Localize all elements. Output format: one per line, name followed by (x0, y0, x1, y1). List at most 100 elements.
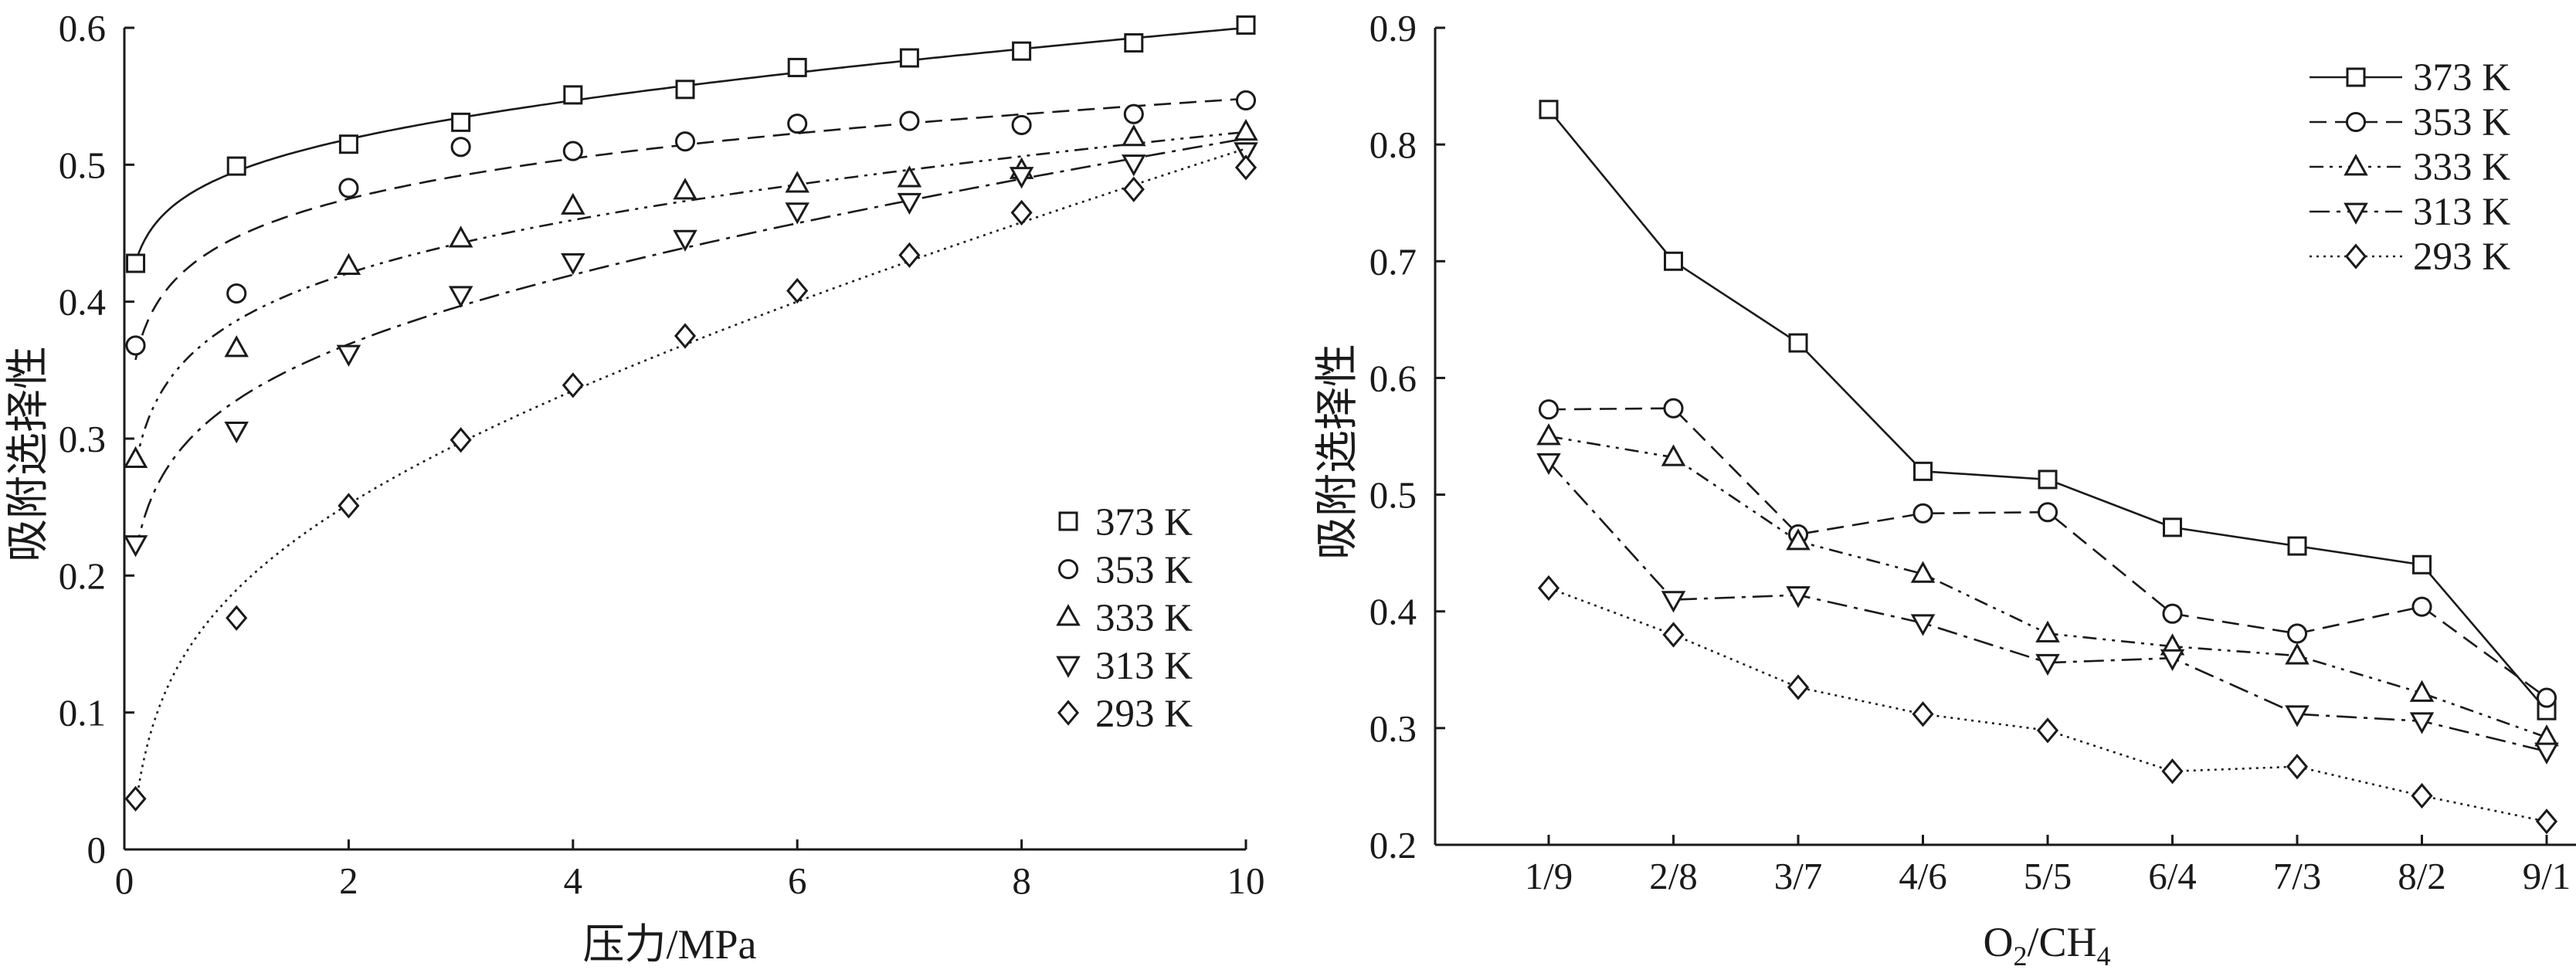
data-point-333k (2285, 642, 2310, 665)
legend-left: 373 K 353 K 333 K 313 K 293 K (1056, 501, 1193, 736)
data-point-333k (785, 171, 809, 193)
data-point-353k (2037, 502, 2058, 523)
data-point-293k (2286, 754, 2309, 780)
legend-marker (1057, 558, 1079, 580)
data-point-333k (1234, 118, 1258, 141)
data-point-353k (1538, 399, 1560, 420)
data-point-293k (786, 277, 809, 304)
data-point-373k (2412, 554, 2432, 575)
y-tick-label: 0.6 (59, 7, 106, 49)
data-point-373k (2287, 536, 2307, 556)
y-tick-label: 0.4 (1369, 591, 1417, 633)
data-point-333k (1786, 528, 1811, 551)
legend-marker (1056, 604, 1081, 626)
data-point-313k (2534, 742, 2559, 764)
data-point-313k (1234, 142, 1258, 164)
x-axis-title-part: 2 (2013, 941, 2027, 971)
data-point-293k (2036, 717, 2059, 744)
data-point-373k (2163, 517, 2182, 537)
y-tick-label: 0.2 (1369, 824, 1417, 866)
data-point-373k (338, 134, 358, 154)
x-tick-label: 2/8 (1649, 855, 1698, 897)
data-point-313k (1009, 167, 1034, 189)
data-point-353k (226, 283, 247, 304)
data-point-373k (1539, 100, 1559, 120)
legend-label: 353 K (2413, 101, 2510, 144)
data-point-313k (1661, 591, 1686, 613)
data-point-333k (2534, 724, 2559, 747)
data-point-293k (1662, 622, 1685, 648)
legend-label: 293 K (2413, 236, 2510, 279)
data-point-313k (1536, 453, 1561, 476)
data-point-333k (1910, 561, 1936, 583)
legend-label: 373 K (1095, 501, 1193, 544)
chart-right-ratio: 0.2 0.3 0.4 0.5 0.6 0.7 0.8 0.9 1/9 2/8 3/7 4/6 5/5 6… (1314, 7, 2576, 971)
data-point-293k (1010, 199, 1033, 226)
data-point-293k (2161, 758, 2184, 785)
data-point-373k (899, 48, 919, 68)
data-point-293k (1787, 674, 1810, 700)
data-point-353k (125, 335, 146, 356)
legend-marker (2344, 243, 2367, 270)
data-point-333k (123, 446, 148, 468)
y-tick-label: 0.4 (59, 281, 106, 324)
data-point-293k (226, 605, 248, 631)
data-point-373k (1236, 15, 1256, 35)
data-point-313k (448, 286, 473, 308)
data-point-293k (2411, 782, 2433, 809)
data-point-313k (1122, 154, 1146, 177)
y-tick-label: 0.3 (59, 418, 106, 460)
data-point-353k (674, 131, 696, 152)
data-point-313k (123, 535, 148, 558)
data-point-333k (1536, 423, 1561, 446)
y-tick-label: 0.9 (1369, 7, 1417, 49)
data-point-333k (1661, 444, 1686, 466)
fit-curve-353k (134, 97, 1247, 361)
x-tick-label: 10 (1227, 859, 1265, 902)
data-point-333k (1122, 124, 1146, 147)
data-point-293k (674, 323, 697, 349)
data-point-313k (2035, 653, 2060, 676)
data-point-313k (224, 421, 249, 444)
data-point-373k (2038, 470, 2058, 490)
fit-curve-333k (134, 131, 1247, 466)
data-point-333k (2035, 620, 2060, 642)
data-point-333k (336, 253, 361, 275)
legend-marker (2344, 202, 2368, 225)
data-point-333k (897, 165, 922, 188)
data-point-313k (673, 229, 697, 252)
data-point-373k (226, 156, 246, 176)
data-point-373k (675, 80, 695, 100)
data-point-313k (2285, 705, 2310, 727)
data-point-293k (1537, 575, 1560, 602)
data-point-353k (1123, 103, 1144, 124)
data-point-293k (1122, 176, 1145, 202)
data-point-353k (2536, 687, 2557, 708)
data-point-313k (2160, 649, 2185, 671)
data-point-293k (562, 372, 584, 398)
y-tick-label: 0.2 (59, 554, 106, 597)
data-point-313k (1786, 586, 1811, 609)
data-point-353k (1235, 90, 1257, 111)
x-axis-title-part: O (1983, 919, 2013, 965)
legend-label: 333 K (2413, 146, 2510, 189)
legend-marker (1058, 511, 1078, 531)
series-line-373k (1547, 108, 2547, 712)
x-tick-label: 0 (115, 859, 134, 902)
series-line-353k (1548, 407, 2547, 699)
data-point-293k (124, 785, 147, 812)
data-point-353k (2286, 623, 2308, 644)
x-tick-label: 4/6 (1899, 855, 1947, 897)
legend-label: 353 K (1095, 549, 1193, 592)
fit-curve-373k (134, 26, 1247, 263)
data-point-313k (1910, 614, 1936, 636)
data-point-353k (338, 178, 359, 198)
data-point-353k (2411, 596, 2432, 617)
data-point-333k (448, 225, 473, 248)
data-point-313k (2409, 712, 2435, 734)
data-point-293k (338, 493, 360, 519)
data-point-293k (2535, 809, 2558, 835)
y-tick-label: 0.6 (1369, 357, 1417, 399)
